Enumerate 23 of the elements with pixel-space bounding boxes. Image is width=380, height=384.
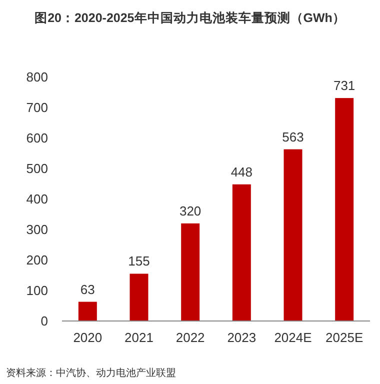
ytick: 400 (26, 192, 48, 206)
title: 图20：2020-2025年中国动力电池装车量预测（GWh） (34, 11, 346, 25)
data-label: 448 (230, 164, 253, 180)
ytick: 600 (26, 130, 48, 146)
data-label: 731 (333, 78, 356, 94)
xtick: 2021 (124, 330, 154, 345)
xtick: 2025E (326, 330, 364, 345)
ytick: 800 (26, 70, 48, 84)
ytick: 300 (26, 222, 48, 237)
data-label: 155 (128, 254, 150, 269)
ytick: 500 (26, 161, 48, 176)
xtick: 2020 (73, 330, 102, 345)
annotation: 资料来源：中汽协、动力电池产业联盟 (6, 368, 176, 379)
xtick: 2022 (176, 330, 205, 345)
ytick: 100 (26, 283, 48, 298)
ytick: 200 (26, 252, 48, 268)
xtick: 2024E (274, 330, 312, 345)
ytick: 700 (26, 100, 48, 115)
xtick: 2023 (227, 330, 256, 345)
ytick: 0 (40, 314, 48, 328)
data-label: 320 (179, 203, 202, 218)
data-label: 63 (80, 282, 95, 297)
data-label: 563 (282, 129, 304, 144)
